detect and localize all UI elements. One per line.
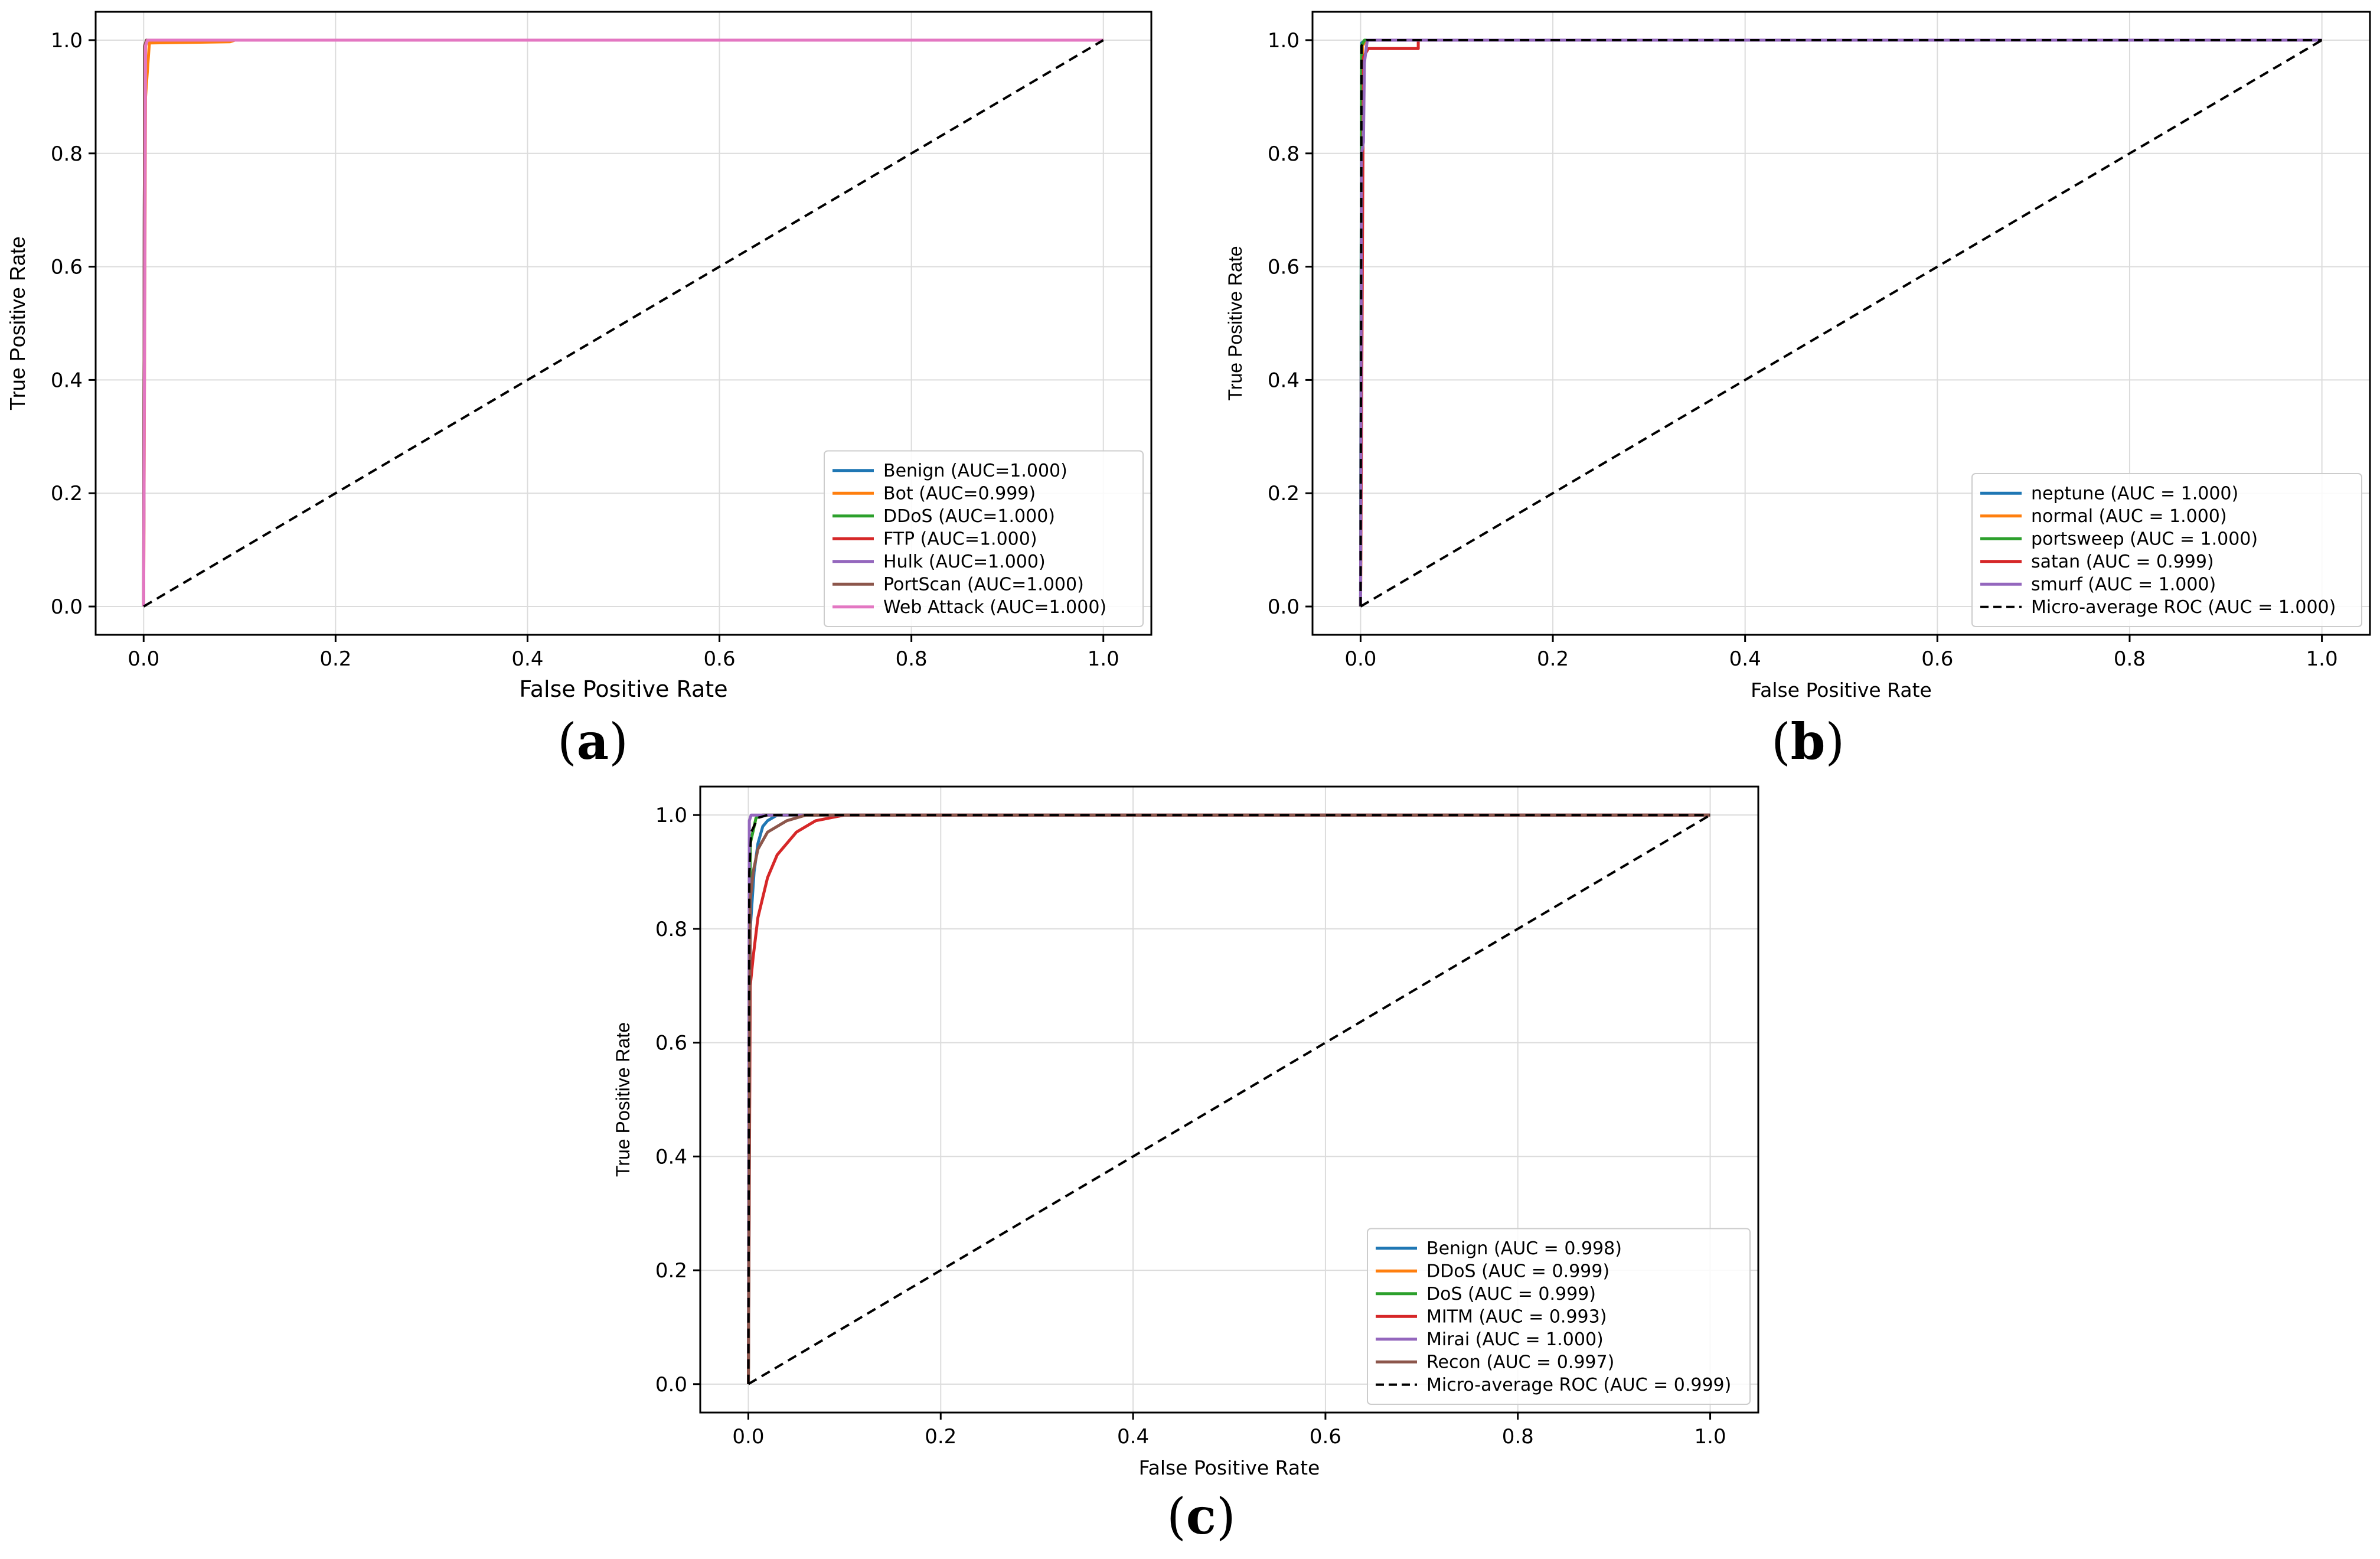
x-tick-label: 1.0 bbox=[2306, 647, 2338, 671]
y-tick-label: 0.0 bbox=[51, 595, 83, 619]
chart-panel-c: 0.0 0.2 0.4 0.6 0.8 1.0 0.0 0.2 0.4 0.6 0.8 1.0 Fals… bbox=[612, 785, 1759, 1479]
series-line-b-5 bbox=[1359, 39, 2322, 607]
series-group-c bbox=[747, 813, 1711, 1385]
x-tick-label: 0.8 bbox=[2114, 647, 2146, 671]
legend-label: satan (AUC = 0.999) bbox=[2031, 552, 2214, 572]
legend-box bbox=[824, 450, 1144, 627]
legend-label: Benign (AUC=1.000) bbox=[883, 461, 1067, 481]
legend-label: neptune (AUC = 1.000) bbox=[2031, 483, 2238, 504]
axes-frame-c bbox=[699, 785, 1759, 1414]
x-tick-label: 1.0 bbox=[1088, 647, 1119, 671]
x-tick-label: 0.2 bbox=[925, 1425, 956, 1449]
series-group-a bbox=[142, 38, 1104, 608]
x-tick-label: 0.4 bbox=[511, 647, 543, 671]
y-tick-label: 0.0 bbox=[655, 1373, 687, 1397]
x-tick-label: 0.0 bbox=[732, 1425, 764, 1449]
y-tick-label: 0.4 bbox=[51, 368, 83, 392]
y-tick-label: 0.8 bbox=[655, 918, 687, 941]
legend-label: FTP (AUC=1.000) bbox=[883, 529, 1037, 549]
legend-a: Benign (AUC=1.000)Bot (AUC=0.999)DDoS (A… bbox=[824, 450, 1144, 627]
chart-panel-b: 0.0 0.2 0.4 0.6 0.8 1.0 0.0 0.2 0.4 0.6 0.8 1.0 Fals… bbox=[1225, 11, 2371, 702]
y-tick-label: 0.2 bbox=[655, 1259, 687, 1283]
legend-label: DoS (AUC = 0.999) bbox=[1426, 1284, 1596, 1304]
legend-label: DDoS (AUC = 0.999) bbox=[1426, 1261, 1609, 1281]
chance-diagonal-b bbox=[1360, 39, 2323, 608]
y-tick-label: 0.4 bbox=[655, 1145, 687, 1169]
x-tick-label: 0.6 bbox=[704, 647, 736, 671]
series-line-c-6 bbox=[747, 814, 1710, 1384]
legend-label: Micro-average ROC (AUC = 0.999) bbox=[1426, 1375, 1731, 1395]
caption-c-letter: c bbox=[1186, 1487, 1216, 1545]
legend-label: Benign (AUC = 0.998) bbox=[1426, 1238, 1622, 1259]
x-tick-label: 0.4 bbox=[1117, 1425, 1149, 1449]
x-tick-label: 0.6 bbox=[1921, 647, 1953, 671]
series-line-a-6 bbox=[142, 38, 1104, 607]
x-axis-label: False Positive Rate bbox=[1139, 1456, 1320, 1479]
legend-label: Mirai (AUC = 1.000) bbox=[1426, 1329, 1604, 1350]
legend-label: MITM (AUC = 0.993) bbox=[1426, 1306, 1607, 1327]
legend-box bbox=[1971, 473, 2362, 627]
x-axis-label: False Positive Rate bbox=[1751, 679, 1932, 702]
y-tick-label: 0.8 bbox=[1268, 142, 1300, 166]
chance-diagonal-c bbox=[747, 814, 1711, 1385]
caption-a: (a) bbox=[557, 712, 628, 771]
legend-label: portsweep (AUC = 1.000) bbox=[2031, 529, 2258, 549]
y-tick-label: 0.6 bbox=[1268, 256, 1300, 279]
axes-frame-b bbox=[1311, 11, 2371, 636]
x-tick-label: 0.0 bbox=[1344, 647, 1376, 671]
x-tick-label: 0.6 bbox=[1310, 1425, 1341, 1449]
legend-box bbox=[1367, 1228, 1751, 1405]
legend-label: Recon (AUC = 0.997) bbox=[1426, 1352, 1614, 1372]
y-axis-label: True Positive Rate bbox=[1225, 246, 1246, 400]
x-tick-label: 0.4 bbox=[1729, 647, 1761, 671]
y-tick-label: 0.6 bbox=[51, 256, 83, 279]
grid-b bbox=[1313, 12, 2370, 635]
legend-label: PortScan (AUC=1.000) bbox=[883, 574, 1084, 595]
caption-b: (b) bbox=[1771, 712, 1845, 771]
chart-panel-a: 0.0 0.2 0.4 0.6 0.8 1.0 0.0 0.2 0.4 0.6 0.8 1.0 Fals… bbox=[5, 11, 1153, 702]
x-tick-label: 0.8 bbox=[896, 647, 928, 671]
legend-label: normal (AUC = 1.000) bbox=[2031, 506, 2227, 527]
axes-frame-a bbox=[94, 11, 1153, 636]
y-tick-label: 0.2 bbox=[51, 482, 83, 505]
legend-label: Micro-average ROC (AUC = 1.000) bbox=[2031, 597, 2336, 618]
y-tick-label: 1.0 bbox=[51, 29, 83, 53]
legend-label: Web Attack (AUC=1.000) bbox=[883, 597, 1106, 618]
y-tick-label: 0.6 bbox=[655, 1032, 687, 1055]
y-tick-label: 0.0 bbox=[1268, 595, 1300, 619]
series-line-c-3 bbox=[747, 813, 1710, 1384]
legend-b: neptune (AUC = 1.000)normal (AUC = 1.000… bbox=[1971, 473, 2362, 627]
legend-label: Bot (AUC=0.999) bbox=[883, 483, 1036, 504]
legend-label: DDoS (AUC=1.000) bbox=[883, 506, 1055, 527]
y-tick-label: 0.2 bbox=[1268, 482, 1300, 505]
x-tick-label: 0.2 bbox=[319, 647, 351, 671]
legend-label: Hulk (AUC=1.000) bbox=[883, 552, 1046, 572]
y-axis-label: True Positive Rate bbox=[612, 1022, 634, 1177]
caption-b-letter: b bbox=[1790, 712, 1826, 771]
y-tick-label: 0.4 bbox=[1268, 368, 1300, 392]
y-tick-label: 0.8 bbox=[51, 142, 83, 166]
x-tick-label: 0.2 bbox=[1537, 647, 1569, 671]
x-axis-label: False Positive Rate bbox=[519, 676, 727, 702]
caption-c: (c) bbox=[1167, 1487, 1236, 1545]
y-axis-label: True Positive Rate bbox=[5, 236, 30, 410]
legend-label: smurf (AUC = 1.000) bbox=[2031, 574, 2216, 595]
y-tick-label: 1.0 bbox=[1268, 29, 1300, 53]
legend-c: Benign (AUC = 0.998)DDoS (AUC = 0.999) Do… bbox=[1367, 1228, 1751, 1405]
x-tick-label: 0.8 bbox=[1502, 1425, 1534, 1449]
series-line-c-5 bbox=[747, 813, 1710, 1384]
caption-a-letter: a bbox=[576, 712, 609, 771]
x-tick-label: 1.0 bbox=[1695, 1425, 1726, 1449]
x-tick-label: 0.0 bbox=[128, 647, 159, 671]
series-group-b bbox=[1359, 38, 2323, 608]
y-tick-label: 1.0 bbox=[655, 804, 687, 827]
chance-diagonal-a bbox=[143, 39, 1104, 608]
